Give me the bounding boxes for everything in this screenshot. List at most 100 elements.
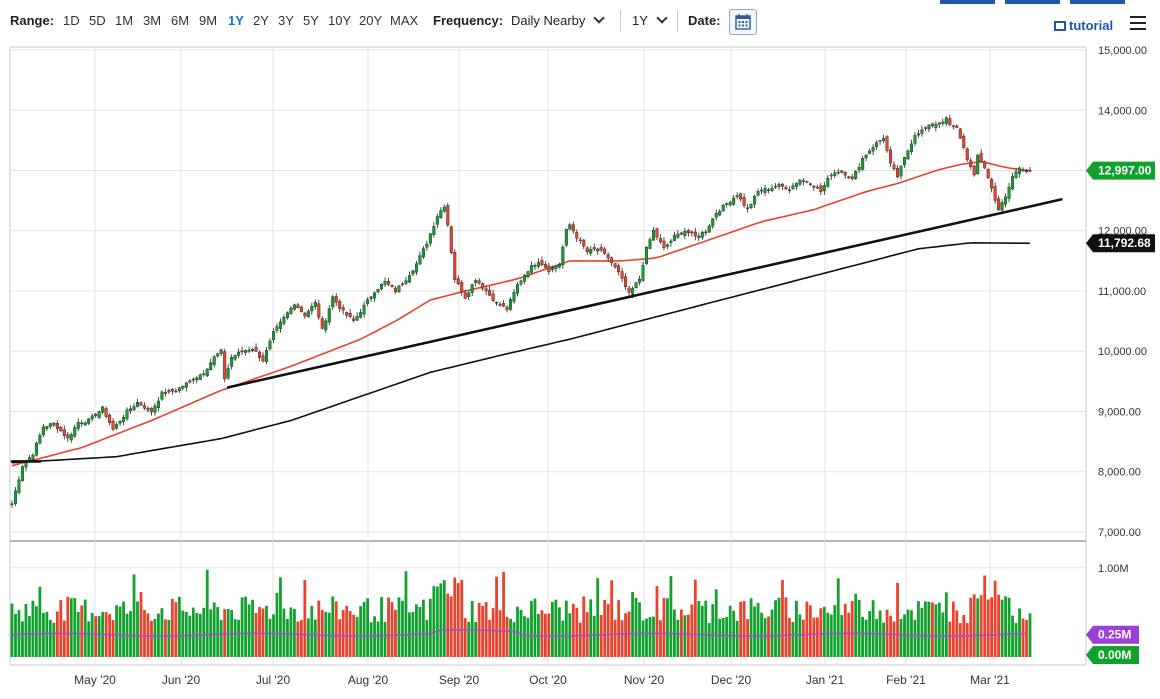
calendar-button[interactable] <box>729 9 757 35</box>
candle-body <box>306 311 310 318</box>
candle-body <box>362 304 366 315</box>
candle-body <box>470 284 474 293</box>
candle-body <box>662 240 666 248</box>
volume-bar <box>153 618 157 657</box>
range-9m-button[interactable]: 9M <box>199 13 218 28</box>
range-1y-button[interactable]: 1Y <box>228 13 244 28</box>
candle-body <box>313 301 317 307</box>
range-1m-button[interactable]: 1M <box>115 13 134 28</box>
candle-body <box>320 318 324 329</box>
candle-body <box>958 128 962 139</box>
volume-bar <box>456 583 460 657</box>
candle-body <box>502 303 506 307</box>
volume-bar <box>289 607 293 657</box>
frequency-select[interactable]: Daily Nearby <box>511 12 606 28</box>
candle-body <box>700 231 704 238</box>
range-max-button[interactable]: MAX <box>390 13 419 28</box>
candle-body <box>651 229 655 241</box>
volume-bar <box>927 601 931 657</box>
range-3y-button[interactable]: 3Y <box>278 13 294 28</box>
price-badges: 12,997.00 11,792.68 0.25M 0.00M <box>1086 161 1155 664</box>
volume-bar <box>993 580 997 657</box>
volume-bar <box>655 586 659 657</box>
volume-bar <box>470 601 474 657</box>
period-select[interactable]: 1Y <box>632 12 668 28</box>
volume-bar <box>17 610 21 657</box>
candle-body <box>812 185 816 188</box>
candle-body <box>648 239 652 249</box>
volume-bar <box>944 592 948 657</box>
volume-bar <box>191 607 195 657</box>
candle-body <box>676 233 680 238</box>
range-5y-button[interactable]: 5Y <box>303 13 319 28</box>
y-axis-tick-label: 11,000.00 <box>1098 286 1146 298</box>
candle-body <box>181 386 185 389</box>
volume-bar <box>686 614 690 657</box>
volume-bar <box>254 612 258 657</box>
range-1d-button[interactable]: 1D <box>63 13 80 28</box>
candle-body <box>589 249 593 254</box>
volume-bar <box>90 613 94 657</box>
candle-body <box>258 351 262 358</box>
candle-body <box>655 228 659 238</box>
candle-body <box>163 392 167 394</box>
candle-body <box>292 304 296 310</box>
volume-bar <box>299 619 303 657</box>
candle-body <box>902 157 906 166</box>
volume-bar <box>561 620 565 657</box>
volume-bar <box>693 579 697 657</box>
volume-bar <box>181 610 185 657</box>
volume-bar <box>997 594 1001 657</box>
volume-bar <box>512 622 516 657</box>
volume-bar <box>557 607 561 657</box>
range-10y-button[interactable]: 10Y <box>328 13 352 28</box>
range-5d-button[interactable]: 5D <box>89 13 106 28</box>
candle-body <box>923 127 927 129</box>
candle-body <box>104 408 108 417</box>
volume-bar <box>338 619 342 657</box>
volume-bar <box>906 609 910 657</box>
candle-body <box>794 183 798 187</box>
volume-bar <box>707 623 711 657</box>
chart-toolbar: Range: 1D 5D 1M 3M 6M 9M 1Y 2Y 3Y 5Y 10Y… <box>0 0 1160 44</box>
volume-bar <box>24 604 28 657</box>
volume-bar <box>52 622 56 657</box>
volume-bar <box>66 596 70 657</box>
candle-body <box>529 265 533 273</box>
volume-bar <box>1021 618 1025 657</box>
range-20y-button[interactable]: 20Y <box>359 13 383 28</box>
tutorial-button[interactable]: tutorial <box>1054 18 1113 33</box>
volume-zero-label: 0.00M <box>1098 648 1131 662</box>
candle-body <box>645 246 649 264</box>
candle-body <box>784 187 788 190</box>
candle-body <box>760 189 764 192</box>
candle-body <box>826 177 830 187</box>
candle-body <box>993 186 997 201</box>
candle-body <box>582 239 586 247</box>
candle-body <box>129 408 133 412</box>
candle-body <box>732 197 736 205</box>
candle-body <box>223 351 227 380</box>
candle-body <box>498 303 502 306</box>
volume-bar <box>205 569 209 657</box>
range-6m-button[interactable]: 6M <box>171 13 190 28</box>
volume-bar <box>666 598 669 657</box>
volume-bar <box>509 618 512 657</box>
x-axis-tick-label: Jun '20 <box>162 673 201 687</box>
range-2y-button[interactable]: 2Y <box>253 13 269 28</box>
candle-body <box>990 178 994 189</box>
candle-body <box>1011 176 1015 190</box>
candle-body <box>149 407 153 413</box>
candle-body <box>892 164 896 170</box>
candle-body <box>739 193 743 200</box>
candle-body <box>913 135 917 144</box>
candle-body <box>160 391 164 400</box>
candle-body <box>139 402 143 406</box>
hamburger-menu-icon[interactable] <box>1130 16 1146 30</box>
volume-bar <box>742 601 746 657</box>
chart-grid <box>10 47 1086 665</box>
candle-body <box>83 422 87 426</box>
volume-bar <box>87 621 91 657</box>
volume-bar <box>212 602 216 657</box>
range-3m-button[interactable]: 3M <box>143 13 162 28</box>
